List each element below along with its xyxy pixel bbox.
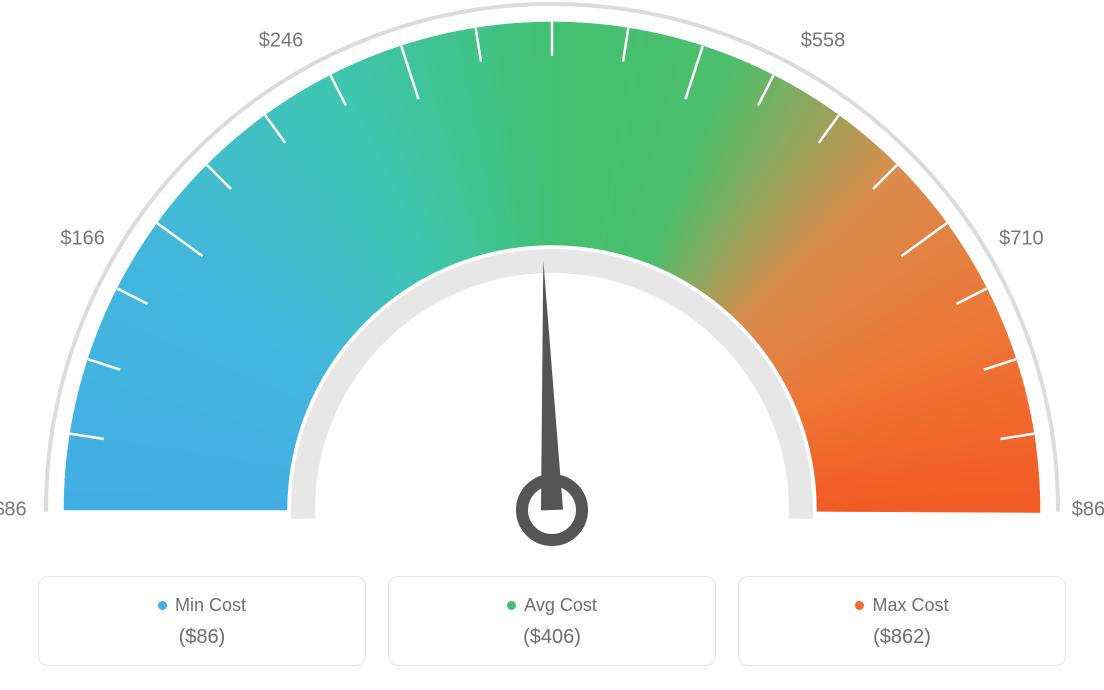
legend-card-min: Min Cost ($86) — [38, 576, 366, 666]
legend-label: Min Cost — [49, 595, 355, 616]
legend-label: Max Cost — [749, 595, 1055, 616]
legend-label-text: Min Cost — [175, 595, 246, 615]
gauge-tick-label: $86 — [0, 499, 27, 522]
legend-label-text: Max Cost — [872, 595, 948, 615]
legend-card-avg: Avg Cost ($406) — [388, 576, 716, 666]
gauge-tick-label: $862 — [1072, 499, 1104, 522]
gauge-tick-label: $710 — [999, 228, 1044, 251]
legend-value: ($862) — [749, 626, 1055, 649]
legend-dot-icon — [507, 601, 516, 610]
gauge-tick-label: $558 — [801, 29, 846, 52]
gauge-svg — [0, 0, 1104, 560]
gauge: $86$166$246$406$558$710$862 — [0, 0, 1104, 560]
legend-label: Avg Cost — [399, 595, 705, 616]
legend-dot-icon — [158, 601, 167, 610]
legend-value: ($86) — [49, 626, 355, 649]
gauge-tick-label: $166 — [60, 228, 105, 251]
chart-container: $86$166$246$406$558$710$862 Min Cost ($8… — [0, 0, 1104, 690]
gauge-tick-label: $246 — [259, 29, 304, 52]
legend-label-text: Avg Cost — [524, 595, 597, 615]
legend-value: ($406) — [399, 626, 705, 649]
legend-card-max: Max Cost ($862) — [738, 576, 1066, 666]
legend-dot-icon — [855, 601, 864, 610]
legend-row: Min Cost ($86) Avg Cost ($406) Max Cost … — [38, 576, 1066, 666]
